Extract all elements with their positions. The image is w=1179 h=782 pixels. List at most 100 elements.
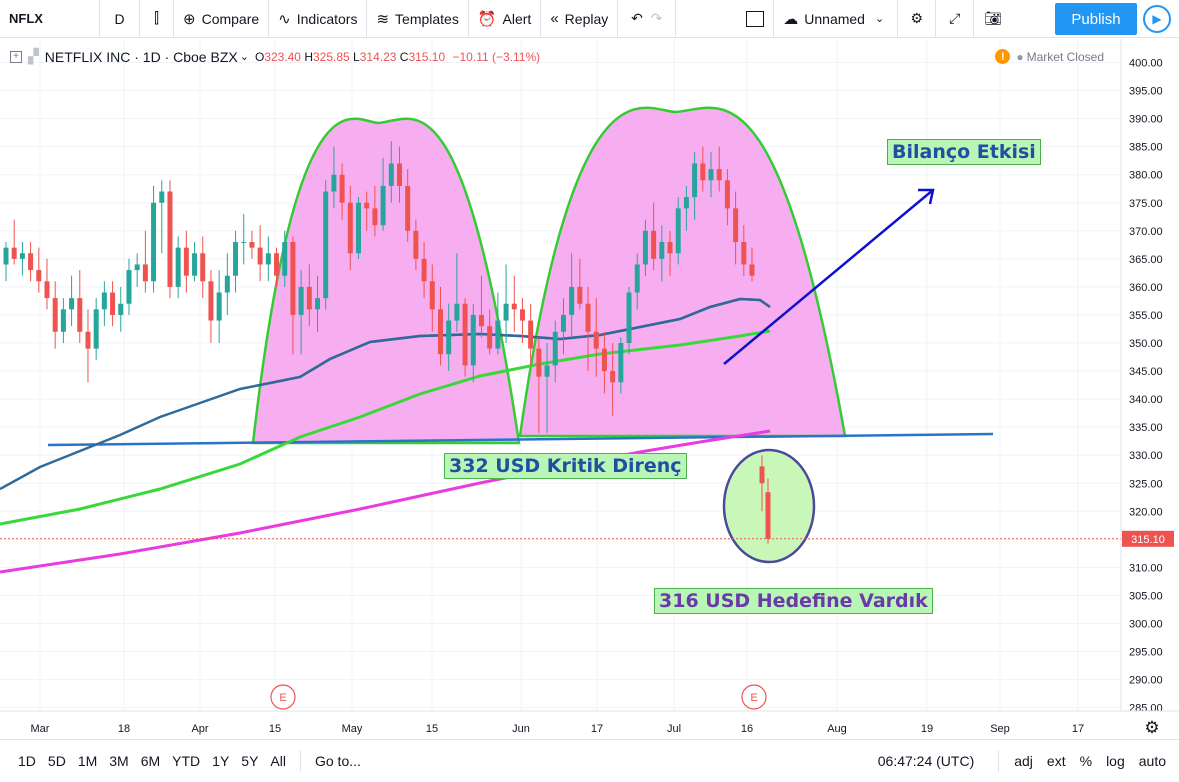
drag-handle-icon[interactable]: ▞: [28, 48, 39, 64]
time-tick-label: Jul: [667, 723, 681, 735]
candle-body: [700, 163, 706, 181]
price-tick-label: 325.00: [1129, 478, 1163, 490]
range-button-5d[interactable]: 5D: [47, 752, 66, 769]
price-tick-label: 370.00: [1129, 226, 1163, 238]
candle-body: [651, 230, 657, 259]
price-tick-label: 340.00: [1129, 394, 1163, 406]
axis-gear-icon: ⚙: [1144, 718, 1159, 737]
time-tick-label: 19: [921, 723, 933, 735]
candle-body: [560, 314, 566, 332]
candle-body: [142, 264, 148, 282]
layout-menu-button[interactable]: ☁ Unnamed ⌄: [774, 0, 899, 38]
price-chart[interactable]: 400.00 395.00 390.00 385.00 380.00 375.00 370.…: [0, 39, 1179, 739]
warning-icon[interactable]: !: [995, 49, 1011, 64]
utc-clock[interactable]: 06:47:24 (UTC): [877, 753, 975, 769]
square-icon: [745, 10, 764, 27]
legend-ohlc: O323.40 H325.85 L314.23 C315.10 −10.11 (…: [255, 50, 540, 64]
candle-body: [454, 303, 460, 321]
snapshot-button[interactable]: 📷︎: [974, 0, 1012, 38]
bottom-right-group: 06:47:24 (UTC) adj ext% log auto: [872, 740, 1179, 782]
scale-option-log[interactable]: log: [1106, 753, 1125, 769]
candle-body: [175, 247, 181, 287]
indicators-button[interactable]: ∿ Indicators: [269, 0, 368, 38]
candle-body: [257, 247, 263, 265]
templates-button[interactable]: ≋ Templates: [367, 0, 469, 38]
range-button-1d[interactable]: 1D: [18, 752, 36, 769]
candle-body: [282, 242, 288, 276]
range-button-6m[interactable]: 6M: [140, 752, 161, 769]
market-status: ! ● Market Closed: [995, 49, 1104, 64]
play-button[interactable]: ▶: [1143, 5, 1171, 33]
range-button-1y[interactable]: 1Y: [212, 752, 230, 769]
replay-button[interactable]: « Replay: [541, 0, 619, 38]
candle-body: [692, 163, 698, 198]
candle-body: [388, 163, 394, 186]
settings-axis-icon: ⚙: [1144, 718, 1159, 737]
redo-icon[interactable]: ↷: [650, 10, 663, 26]
candle-body: [519, 309, 525, 321]
rewind-icon: «: [550, 10, 559, 27]
range-button-1m[interactable]: 1M: [77, 752, 98, 769]
candle-body: [569, 286, 575, 315]
resistance-label: 332 USD Kritik Direnç: [444, 453, 687, 479]
high-value: 325.85: [313, 49, 350, 64]
scale-option-ext[interactable]: ext: [1046, 753, 1066, 769]
time-tick-label: 15: [269, 723, 281, 735]
scale-option-auto[interactable]: auto: [1138, 753, 1166, 769]
open-value: 323.40: [264, 49, 301, 64]
symbol-search[interactable]: NFLX: [0, 0, 100, 38]
expand-icon: ⤢: [949, 10, 961, 26]
expand-legend-icon[interactable]: +: [10, 50, 22, 63]
undo-redo-group: ↶ ↷: [618, 0, 677, 38]
candle-body: [741, 242, 747, 265]
time-axis: Mar 18 Apr 15 May 15 Jun 17 Jul 16 Aug 19 Sep 17: [31, 723, 1085, 735]
scale-option-adj[interactable]: adj: [1014, 753, 1033, 769]
close-label: C: [399, 49, 409, 64]
neckline-trendline: [47, 432, 994, 447]
candle-body: [44, 281, 50, 299]
candle-body: [552, 331, 558, 366]
range-button-ytd[interactable]: YTD: [172, 752, 201, 769]
alarm-clock-icon: ⏰: [477, 10, 497, 28]
earnings-marker-1: E: [270, 684, 296, 710]
candle-body: [708, 169, 714, 181]
candle-body: [118, 303, 124, 315]
undo-icon[interactable]: ↶: [631, 10, 643, 26]
camera-icon: 📷︎: [984, 10, 1003, 26]
candle-body: [577, 286, 583, 304]
candle-body: [511, 303, 517, 310]
chart-type-button[interactable]: ⫿: [140, 0, 174, 38]
compare-button[interactable]: ⊕ Compare: [174, 0, 270, 38]
range-button-all[interactable]: All: [270, 752, 286, 769]
legend-chevron-icon[interactable]: ⌄: [239, 51, 249, 63]
last-price-badge: [1122, 530, 1174, 547]
earnings-marker-2-label: E: [750, 692, 757, 704]
replay-label: Replay: [564, 10, 609, 27]
price-tick-label: 360.00: [1129, 282, 1163, 294]
range-button-3m[interactable]: 3M: [109, 752, 129, 769]
price-tick-label: 355.00: [1129, 310, 1163, 322]
price-tick-label: 310.00: [1129, 562, 1163, 574]
candle-body: [372, 208, 378, 226]
symbol-label: NFLX: [9, 11, 43, 26]
time-tick-label: Aug: [827, 723, 847, 735]
alert-button[interactable]: ⏰ Alert: [469, 0, 542, 38]
fullscreen-button[interactable]: ⤢: [936, 0, 975, 38]
candle-body: [544, 365, 550, 377]
range-button-5y[interactable]: 5Y: [241, 752, 259, 769]
goto-button[interactable]: Go to...: [309, 753, 367, 769]
publish-button[interactable]: Publish: [1055, 3, 1137, 35]
chevron-down-icon: ⌄: [874, 13, 885, 25]
candle-body: [274, 253, 280, 276]
play-icon: ▶: [1152, 12, 1162, 26]
layout-name-label: Unnamed: [804, 10, 865, 27]
candle-body: [478, 314, 484, 327]
interval-button[interactable]: D: [100, 0, 140, 38]
scale-option-percent[interactable]: %: [1079, 753, 1093, 769]
candle-body: [675, 208, 681, 254]
candle-body: [462, 303, 468, 366]
time-tick-label: 17: [591, 723, 603, 735]
fullscreen-box-button[interactable]: [736, 0, 775, 38]
settings-button[interactable]: ⚙: [898, 0, 937, 38]
candles-layer: [3, 141, 771, 544]
